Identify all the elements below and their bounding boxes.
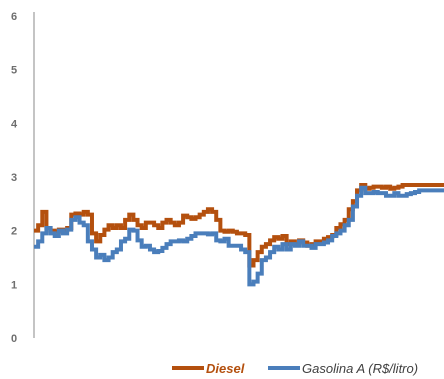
y-tick-label: 4 bbox=[11, 118, 18, 130]
y-tick-label: 2 bbox=[11, 226, 17, 238]
y-tick-label: 1 bbox=[11, 279, 17, 291]
legend-label-gasolina: Gasolina A (R$/litro) bbox=[302, 361, 418, 376]
series-line-diesel bbox=[34, 183, 444, 268]
y-tick-label: 0 bbox=[11, 333, 17, 345]
legend: Diesel Gasolina A (R$/litro) bbox=[172, 361, 418, 376]
y-axis-tick-labels: 0 1 2 3 4 5 6 bbox=[11, 11, 18, 345]
y-tick-label: 3 bbox=[11, 172, 17, 184]
series-layer bbox=[34, 183, 444, 287]
y-tick-label: 5 bbox=[11, 65, 17, 77]
legend-label-diesel: Diesel bbox=[206, 361, 245, 376]
series-line-gasolina bbox=[34, 185, 444, 287]
y-tick-label: 6 bbox=[11, 11, 17, 23]
